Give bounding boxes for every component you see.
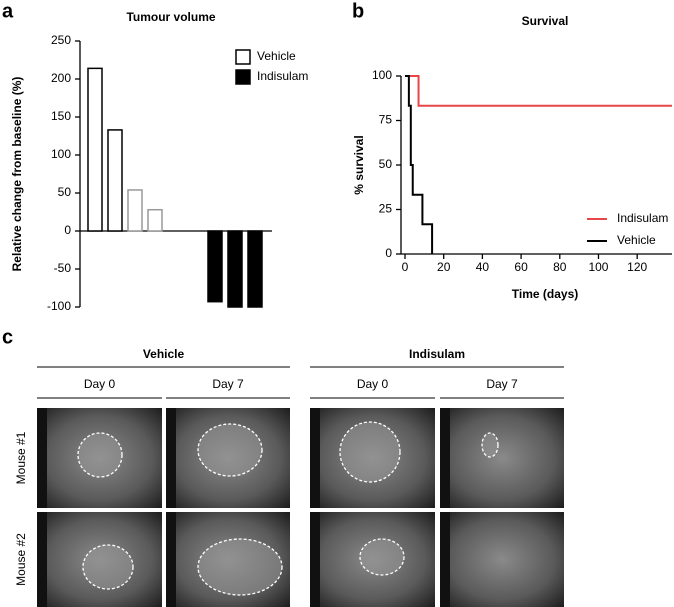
mri-image-edge <box>166 512 176 607</box>
mri-image-edge <box>310 512 320 607</box>
bar <box>227 230 243 308</box>
tumour-outline <box>82 544 134 590</box>
legend-swatch <box>235 69 251 85</box>
panel-label: c <box>2 326 13 348</box>
legend-label: Indisulam <box>257 69 308 83</box>
x-tick-label: 40 <box>476 260 490 274</box>
group-label: Vehicle <box>143 347 185 361</box>
y-tick-label: 250 <box>51 33 71 47</box>
x-tick-label: 80 <box>553 260 567 274</box>
x-tick-label: 100 <box>588 260 608 274</box>
y-tick-label: 0 <box>64 223 71 237</box>
x-axis-label: Time (days) <box>512 287 578 301</box>
y-tick-label: 0 <box>385 246 392 260</box>
y-tick-label: 100 <box>51 147 71 161</box>
mri-image-edge <box>37 512 47 607</box>
mri-image-edge <box>440 512 450 607</box>
y-axis-label: % survival <box>352 135 366 194</box>
x-tick-label: 20 <box>437 260 451 274</box>
day-label: Day 7 <box>212 377 244 391</box>
mri-image <box>440 512 564 607</box>
tumour-outline <box>197 423 263 477</box>
y-tick-label: 50 <box>379 157 393 171</box>
day-label: Day 0 <box>357 377 389 391</box>
mouse-label: Mouse #2 <box>14 533 28 586</box>
chart-title: Survival <box>522 14 569 28</box>
y-tick-label: 150 <box>51 109 71 123</box>
tumour-outline <box>339 421 401 483</box>
tumour-outline <box>197 538 283 596</box>
x-tick-label: 120 <box>627 260 647 274</box>
y-tick-label: -50 <box>54 261 72 275</box>
tumour-outline <box>481 432 499 458</box>
chart-title: Tumour volume <box>126 10 215 24</box>
tumour-outline <box>359 538 405 576</box>
y-tick-label: -100 <box>47 299 71 313</box>
panel-label: a <box>2 0 14 22</box>
survival-line <box>405 75 434 254</box>
legend-label: Vehicle <box>257 49 296 63</box>
mouse-label: Mouse #1 <box>14 431 28 484</box>
y-tick-label: 100 <box>372 68 392 82</box>
bar <box>127 189 143 232</box>
survival-line <box>405 75 672 107</box>
panel-label: b <box>352 0 364 22</box>
y-tick-label: 25 <box>379 202 393 216</box>
y-axis-label: Relative change from baseline (%) <box>10 77 24 272</box>
y-tick-label: 50 <box>58 185 72 199</box>
bar <box>147 208 163 232</box>
y-tick-label: 75 <box>379 113 393 127</box>
x-tick-label: 0 <box>402 260 409 274</box>
x-tick-label: 60 <box>514 260 528 274</box>
legend-label: Indisulam <box>617 211 668 225</box>
legend-label: Vehicle <box>617 233 656 247</box>
day-label: Day 7 <box>486 377 518 391</box>
mri-image-edge <box>37 408 47 508</box>
bar <box>207 230 223 303</box>
mri-image-edge <box>166 408 176 508</box>
y-tick-label: 200 <box>51 71 71 85</box>
mri-image-edge <box>440 408 450 508</box>
legend-swatch <box>235 49 251 65</box>
bar <box>87 67 103 232</box>
group-label: Indisulam <box>409 347 465 361</box>
bar <box>247 230 263 308</box>
tumour-outline <box>77 432 123 478</box>
mri-image <box>440 408 564 508</box>
day-label: Day 0 <box>84 377 116 391</box>
mri-image-edge <box>310 408 320 508</box>
bar <box>107 129 123 232</box>
